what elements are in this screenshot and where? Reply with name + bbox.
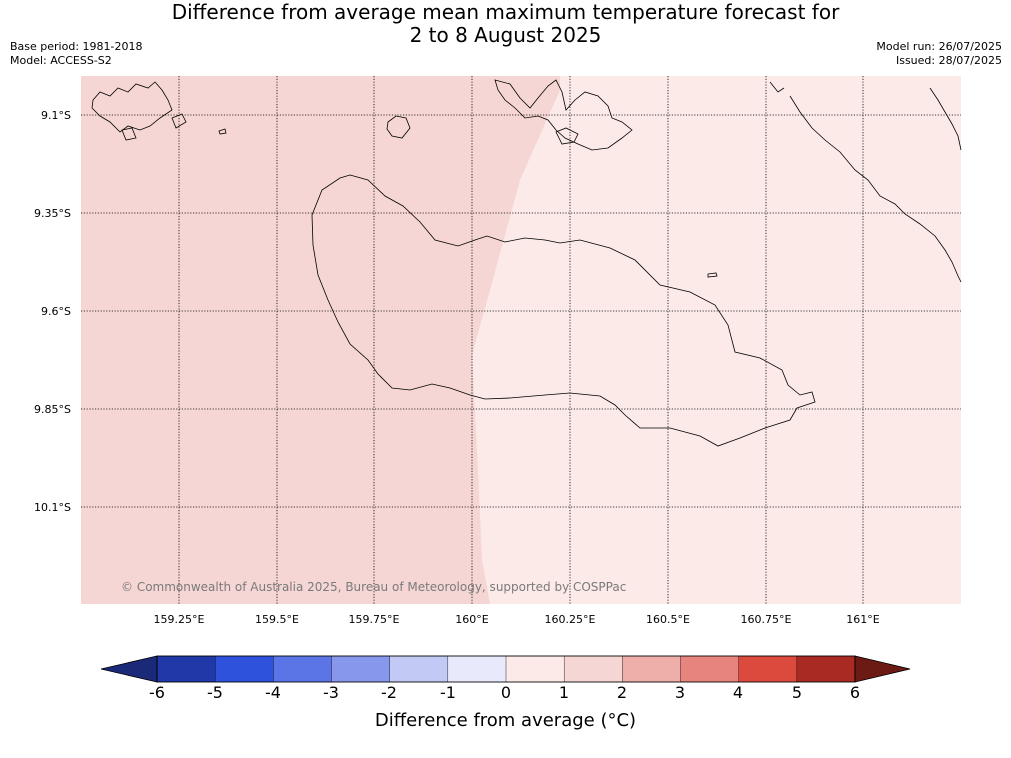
colorbar-tick: 6	[849, 683, 861, 702]
lat-label: 9.35°S	[34, 207, 71, 220]
colorbar-block	[622, 655, 682, 683]
colorbar-tick: 1	[558, 683, 570, 702]
colorbar-tick: -6	[149, 683, 165, 702]
colorbar-under-arrow	[100, 655, 158, 683]
base-period: Base period: 1981-2018	[10, 40, 143, 53]
colorbar-block	[505, 655, 565, 683]
colorbar-block	[563, 655, 624, 683]
colorbar-tick: -4	[265, 683, 281, 702]
colorbar-block	[680, 655, 740, 683]
colorbar-block	[156, 655, 216, 683]
title-line-2: 2 to 8 August 2025	[409, 23, 602, 47]
colorbar-tick: 2	[616, 683, 628, 702]
map-title: Difference from average mean maximum tem…	[0, 1, 1011, 47]
lat-label: 10.1°S	[34, 501, 71, 514]
colorbar-tick: 3	[674, 683, 686, 702]
colorbar-block	[447, 655, 507, 683]
model-name: Model: ACCESS-S2	[10, 54, 112, 67]
lon-label: 160.25°E	[544, 613, 596, 626]
colorbar-tick: -3	[323, 683, 339, 702]
colorbar-label: Difference from average (°C)	[374, 710, 637, 731]
issued-date: Issued: 28/07/2025	[895, 54, 1002, 67]
lon-label: 160.75°E	[740, 613, 792, 626]
lat-label: 9.1°S	[41, 109, 71, 122]
meta-right: Model run: 26/07/2025 Issued: 28/07/2025	[876, 40, 1002, 68]
colorbar-frame	[156, 655, 856, 683]
title-line-1: Difference from average mean maximum tem…	[171, 0, 840, 24]
colorbar-block	[389, 655, 449, 683]
lon-label: 159.75°E	[348, 613, 400, 626]
colorbar-block	[273, 655, 333, 683]
lon-label: 159.5°E	[255, 613, 299, 626]
lon-label: 161°E	[846, 613, 880, 626]
lon-label: 160.5°E	[646, 613, 690, 626]
colorbar-tick: 4	[732, 683, 744, 702]
forecast-map	[81, 76, 962, 604]
colorbar-over-arrow	[854, 655, 911, 683]
colorbar-block	[214, 655, 275, 683]
colorbar-block	[331, 655, 391, 683]
model-run: Model run: 26/07/2025	[876, 40, 1002, 53]
gridlines	[81, 76, 961, 604]
lat-label: 9.6°S	[41, 305, 71, 318]
meta-left: Base period: 1981-2018 Model: ACCESS-S2	[10, 40, 142, 68]
lon-label: 160°E	[455, 613, 489, 626]
colorbar-blocks	[156, 655, 856, 683]
coastlines	[91, 79, 962, 447]
colorbar-tick: -5	[207, 683, 223, 702]
colorbar-tick: 5	[791, 683, 803, 702]
colorbar-tick: 0	[500, 683, 512, 702]
lat-label: 9.85°S	[34, 403, 71, 416]
colorbar-block	[738, 655, 798, 683]
colorbar-tick: -1	[440, 683, 456, 702]
copyright-notice: © Commonwealth of Australia 2025, Bureau…	[121, 580, 627, 594]
region-0-to-1	[472, 76, 961, 604]
colorbar-tick: -2	[381, 683, 397, 702]
colorbar-block	[796, 655, 856, 683]
lon-label: 159.25°E	[153, 613, 205, 626]
